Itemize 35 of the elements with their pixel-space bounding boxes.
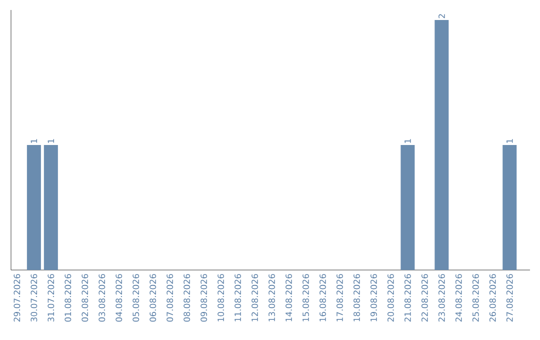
x-tick-label: 21.08.2026 [404,274,411,322]
x-tick-label: 05.08.2026 [132,274,140,322]
x-tick-label: 15.08.2026 [302,274,309,322]
data-label: 1 [404,139,411,143]
x-tick-label: 13.08.2026 [268,274,275,322]
data-label: 1 [48,139,54,143]
x-tick-label: 18.08.2026 [354,274,360,322]
x-tick-label: 07.08.2026 [166,274,174,322]
x-tick-label: 23.08.2026 [438,274,445,322]
x-tick-label: 27.08.2026 [506,274,513,322]
x-tick-label: 11.08.2026 [234,274,242,322]
x-tick-label: 12.08.2026 [252,274,258,322]
x-tick-label: 03.08.2026 [98,274,106,322]
x-tick-label: 30.07.2026 [30,274,38,322]
x-tick-label: 04.08.2026 [116,274,122,322]
x-tick-label: 24.08.2026 [455,274,462,322]
x-tick-label: 16.08.2026 [320,274,326,322]
data-label: 1 [506,139,513,143]
x-tick-label: 20.08.2026 [387,274,394,322]
x-tick-label: 29.07.2026 [14,274,20,322]
x-tick-label: 01.08.2026 [64,274,72,322]
x-tick-label: 06.08.2026 [150,274,156,322]
x-tick-label: 26.08.2026 [489,274,496,322]
data-label: 1 [30,139,38,143]
x-tick-label: 19.08.2026 [370,274,377,322]
data-label: 2 [438,14,445,18]
x-tick-label: 14.08.2026 [286,274,292,322]
x-tick-label: 17.08.2026 [336,274,343,322]
x-tick-label: 31.07.2026 [48,274,54,322]
x-tick-label: 22.08.2026 [421,274,428,322]
x-tick-label: 08.08.2026 [184,274,190,322]
x-tick-label: 02.08.2026 [82,274,88,322]
x-tick-label: 25.08.2026 [472,274,479,322]
x-tick-label: 09.08.2026 [200,274,208,322]
x-tick-label: 10.08.2026 [218,274,224,322]
